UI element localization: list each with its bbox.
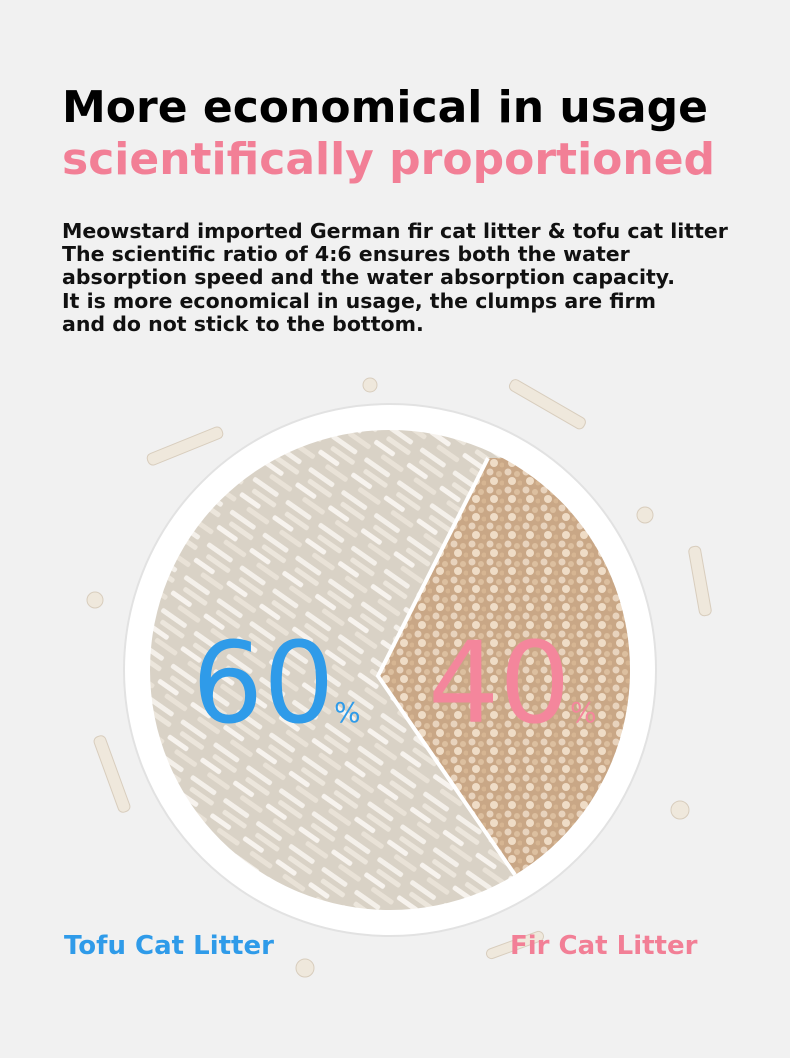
tofu-label: Tofu Cat Litter xyxy=(64,931,274,961)
percent-number: 60 xyxy=(192,619,335,749)
left-percentage: 60 % xyxy=(192,619,361,749)
body-line: absorption speed and the water absorptio… xyxy=(62,265,675,289)
body-line: and do not stick to the bottom. xyxy=(62,312,424,336)
body-line: The scientific ratio of 4:6 ensures both… xyxy=(62,242,631,266)
percent-number: 40 xyxy=(428,619,571,749)
description: Meowstard imported German fir cat litter… xyxy=(62,219,729,336)
scattered-litter xyxy=(86,377,712,978)
body-line: It is more economical in usage, the clum… xyxy=(62,289,656,313)
right-percentage: 40 % xyxy=(428,619,597,749)
body-line: Meowstard imported German fir cat litter… xyxy=(62,219,729,243)
title: More economical in usage xyxy=(62,82,708,133)
fir-label: Fir Cat Litter xyxy=(510,931,698,961)
percent-unit: % xyxy=(334,696,361,729)
subtitle: scientifically proportioned xyxy=(62,134,715,185)
percent-unit: % xyxy=(570,696,597,729)
plate xyxy=(123,403,657,937)
